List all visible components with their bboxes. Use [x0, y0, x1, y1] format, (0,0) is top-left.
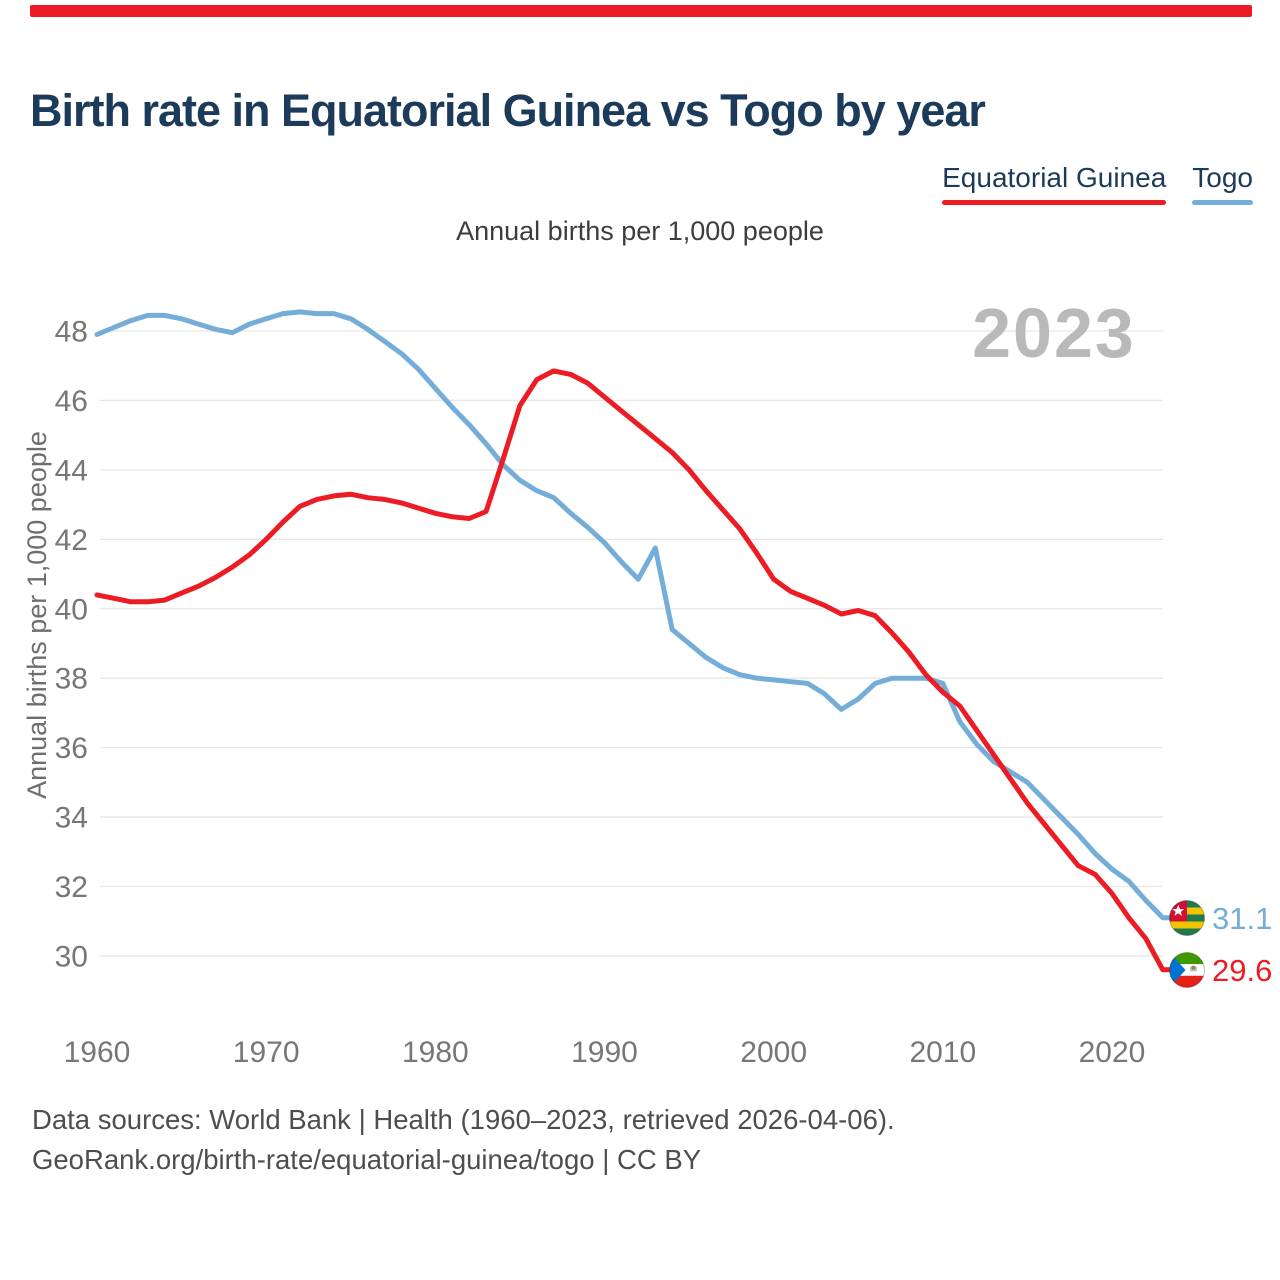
x-tick-label: 2010: [909, 1036, 976, 1069]
legend-item-togo[interactable]: Togo: [1192, 162, 1253, 205]
line-togo[interactable]: [94, 309, 1174, 921]
tick-layer: 48 46 44 42 40 38 36 34 32 30 1960 1970 1980 1990 2000…: [55, 316, 1146, 1070]
x-tick-label: 2000: [740, 1036, 807, 1069]
y-tick-label: 36: [55, 732, 88, 765]
legend-label-equatorial-guinea[interactable]: Equatorial Guinea: [942, 162, 1167, 193]
x-tick-label: 1980: [402, 1036, 469, 1069]
y-tick-label: 44: [55, 454, 88, 487]
series-layer: [94, 309, 1174, 973]
chart-subtitle: Annual births per 1,000 people: [456, 216, 824, 246]
togo-flag-icon: [1169, 900, 1205, 936]
x-tick-label: 1990: [571, 1036, 638, 1069]
footer-attribution: GeoRank.org/birth-rate/equatorial-guinea…: [32, 1144, 702, 1175]
y-tick-label: 34: [55, 802, 88, 835]
line-equatorial-guinea[interactable]: [94, 368, 1174, 973]
y-tick-label: 46: [55, 385, 88, 418]
legend-underline-togo: [1192, 200, 1253, 205]
y-axis-title: Annual births per 1,000 people: [22, 431, 52, 799]
footer: Data sources: World Bank | Health (1960–…: [32, 1100, 895, 1180]
legend-underline-equatorial-guinea: [942, 200, 1167, 205]
end-value-equatorial-guinea: 29.6: [1212, 953, 1272, 988]
y-tick-label: 38: [55, 663, 88, 696]
x-tick-label: 1970: [233, 1036, 300, 1069]
y-tick-label: 32: [55, 871, 88, 904]
y-tick-label: 30: [55, 940, 88, 973]
page-title: Birth rate in Equatorial Guinea vs Togo …: [30, 85, 986, 136]
y-tick-label: 48: [55, 316, 88, 349]
x-tick-label: 2020: [1079, 1036, 1146, 1069]
end-value-togo: 31.1: [1212, 901, 1272, 936]
x-tick-label: 1960: [64, 1036, 131, 1069]
equatorial-guinea-flag-icon: [1169, 952, 1205, 988]
top-accent-bar: [30, 5, 1252, 17]
legend-item-equatorial-guinea[interactable]: Equatorial Guinea: [942, 162, 1167, 205]
footer-sources: Data sources: World Bank | Health (1960–…: [32, 1104, 895, 1135]
y-tick-label: 40: [55, 593, 88, 626]
legend-label-togo[interactable]: Togo: [1192, 162, 1253, 193]
grid-layer: [100, 330, 1163, 957]
watermark-year: 2023: [972, 294, 1136, 372]
y-tick-label: 42: [55, 524, 88, 557]
legend: Equatorial Guinea Togo: [942, 162, 1253, 205]
